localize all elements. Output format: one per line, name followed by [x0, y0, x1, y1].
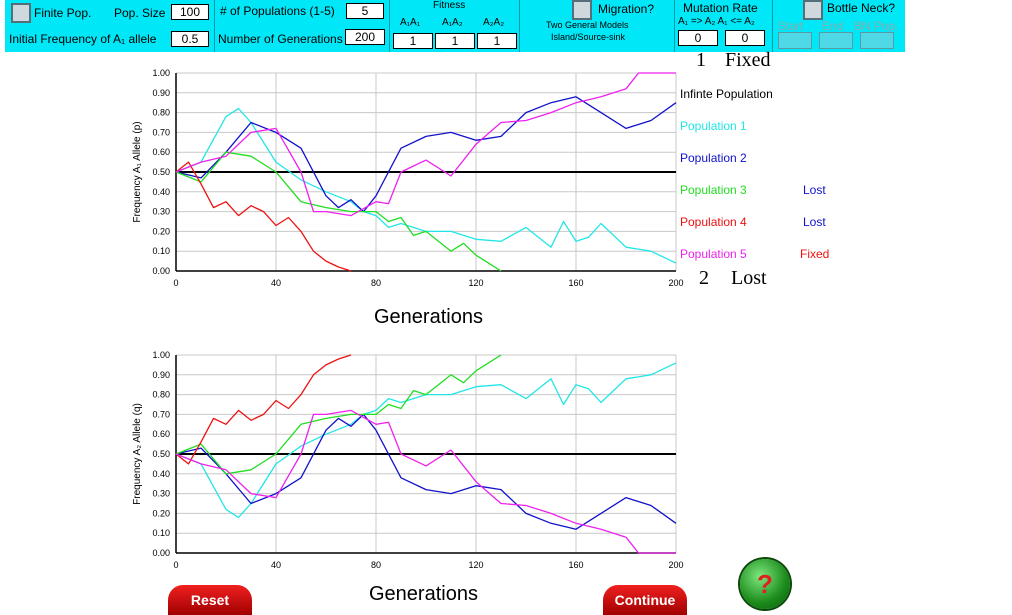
chart2-xtick: 200 [668, 560, 683, 570]
chart1-xtick: 40 [271, 278, 281, 288]
finite-pop-checkbox[interactable] [11, 3, 31, 23]
legend-population-2: Population 2 [680, 151, 747, 165]
chart1-xtick: 80 [371, 278, 381, 288]
chart2-ytick: 0.00 [152, 548, 170, 558]
chart1-series-population-5 [175, 72, 676, 217]
status-population-4: Lost [803, 215, 826, 229]
chart1-xtick: 200 [668, 278, 683, 288]
num-generations-label: Number of Generations [218, 32, 343, 46]
chart1-ytick: 0.90 [152, 88, 170, 98]
chart1-ytick: 1.00 [152, 68, 170, 78]
genotype-a2a2-label: A₂A₂ [483, 17, 505, 28]
chart2-xtick: 120 [468, 560, 483, 570]
help-button[interactable]: ? [740, 559, 790, 609]
chart2-xtick: 40 [271, 560, 281, 570]
chart2-xtick: 0 [173, 560, 178, 570]
fitness-a1a2-field[interactable]: 1 [435, 33, 475, 49]
chart1-ytick: 0.60 [152, 147, 170, 157]
chart2-series-population-1 [175, 362, 677, 519]
chart2-ytick: 0.70 [152, 409, 170, 419]
chart2-xtick: 80 [371, 560, 381, 570]
island-model-label: Island/Source-sink [551, 32, 626, 42]
chart2-ytick: 0.30 [152, 489, 170, 499]
chart2-ytick: 1.00 [152, 350, 170, 360]
bottleneck-pop-field[interactable] [860, 32, 894, 49]
legend-population-4: Population 4 [680, 215, 747, 229]
chart1-xlabel: Generations [374, 306, 483, 328]
chart2-ytick: 0.40 [152, 469, 170, 479]
bottleneck-pop-label: BN Pop. [854, 19, 899, 33]
finite-pop-label: Finite Pop. [34, 6, 92, 20]
bottleneck-end-field[interactable] [819, 32, 853, 49]
fitness-a2a2-field[interactable]: 1 [477, 33, 517, 49]
chart1-ytick: 0.30 [152, 207, 170, 217]
pop-size-field[interactable]: 100 [171, 4, 209, 20]
genotype-a1a2-label: A₁A₂ [442, 17, 463, 28]
status-population-3: Lost [803, 183, 826, 197]
chart2-ytick: 0.80 [152, 390, 170, 400]
chart1-series-population-2 [175, 96, 677, 213]
chart2-ytick: 0.20 [152, 508, 170, 518]
legend-population-3: Population 3 [680, 183, 747, 197]
num-populations-label: # of Populations (1-5) [220, 4, 335, 18]
fitness-a1a1-field[interactable]: 1 [393, 33, 433, 49]
continue-button[interactable]: Continue [603, 585, 687, 615]
reset-button[interactable]: Reset [168, 585, 252, 615]
chart1-xtick: 0 [173, 278, 178, 288]
legend-population-1: Population 1 [680, 119, 747, 133]
chart1-xtick: 120 [468, 278, 483, 288]
chart2-series-population-5 [175, 409, 676, 554]
legend-population-5: Population 5 [680, 247, 747, 261]
fixed-count: 1 [696, 49, 706, 71]
fitness-label: Fitness [433, 0, 466, 11]
chart1-ytick: 0.00 [152, 266, 170, 276]
chart1-series-population-4 [175, 161, 352, 272]
migration-checkbox[interactable] [572, 0, 592, 20]
bottleneck-label: Bottle Neck? [827, 1, 896, 15]
mutation-a2-a1-field[interactable]: 0 [725, 30, 765, 46]
bottleneck-checkbox[interactable] [803, 0, 823, 20]
chart2-ytick: 0.60 [152, 429, 170, 439]
genotype-a1a1-label: A₁A₁ [400, 17, 421, 28]
chart2-ylabel: Frequency A₂ Allele (q) [132, 403, 143, 505]
chart1-ytick: 0.40 [152, 187, 170, 197]
num-populations-field[interactable]: 5 [346, 3, 384, 19]
mutation-direction-label: A₁ => A₂ A₁ <= A₂ [678, 16, 755, 27]
mutation-rate-label: Mutation Rate [683, 1, 758, 15]
chart1-ytick: 0.20 [152, 226, 170, 236]
chart1-ylabel: Frequency A₁ Allele (p) [132, 121, 143, 222]
status-population-5: Fixed [800, 247, 830, 261]
chart1-series-population-1 [175, 107, 677, 264]
two-models-label: Two General Models [546, 20, 629, 30]
initial-frequency-field[interactable]: 0.5 [171, 31, 209, 47]
legend-infinite: Infinte Population [680, 87, 773, 101]
chart1-series-population-3 [175, 151, 502, 272]
bottleneck-end-label: End [822, 19, 844, 33]
chart2-xtick: 160 [568, 560, 583, 570]
chart2-ytick: 0.10 [152, 528, 170, 538]
initial-frequency-label: Initial Frequency of A₁ allele [9, 32, 157, 46]
lost-label: Lost [731, 267, 767, 289]
chart2-xlabel: Generations [369, 583, 478, 605]
chart1-ytick: 0.70 [152, 127, 170, 137]
chart1-xtick: 160 [568, 278, 583, 288]
chart2-series-population-2 [175, 413, 677, 530]
mutation-a1-a2-field[interactable]: 0 [678, 30, 718, 46]
bottleneck-start-field[interactable] [778, 32, 812, 49]
chart1-ytick: 0.50 [152, 167, 170, 177]
chart1-ytick: 0.10 [152, 246, 170, 256]
num-generations-field[interactable]: 200 [345, 29, 385, 45]
chart2-series-population-3 [175, 354, 502, 475]
chart1-ytick: 0.80 [152, 108, 170, 118]
chart2-series-population-4 [175, 354, 352, 465]
chart2-ytick: 0.50 [152, 449, 170, 459]
migration-label: Migration? [598, 2, 655, 16]
control-toolbar: Finite Pop. Pop. Size 100 Initial Freque… [5, 0, 905, 52]
lost-count: 2 [699, 267, 709, 289]
fixed-label: Fixed [725, 49, 771, 71]
bottleneck-start-label: Start [778, 19, 804, 33]
chart2-ytick: 0.90 [152, 370, 170, 380]
pop-size-label: Pop. Size [114, 6, 166, 20]
